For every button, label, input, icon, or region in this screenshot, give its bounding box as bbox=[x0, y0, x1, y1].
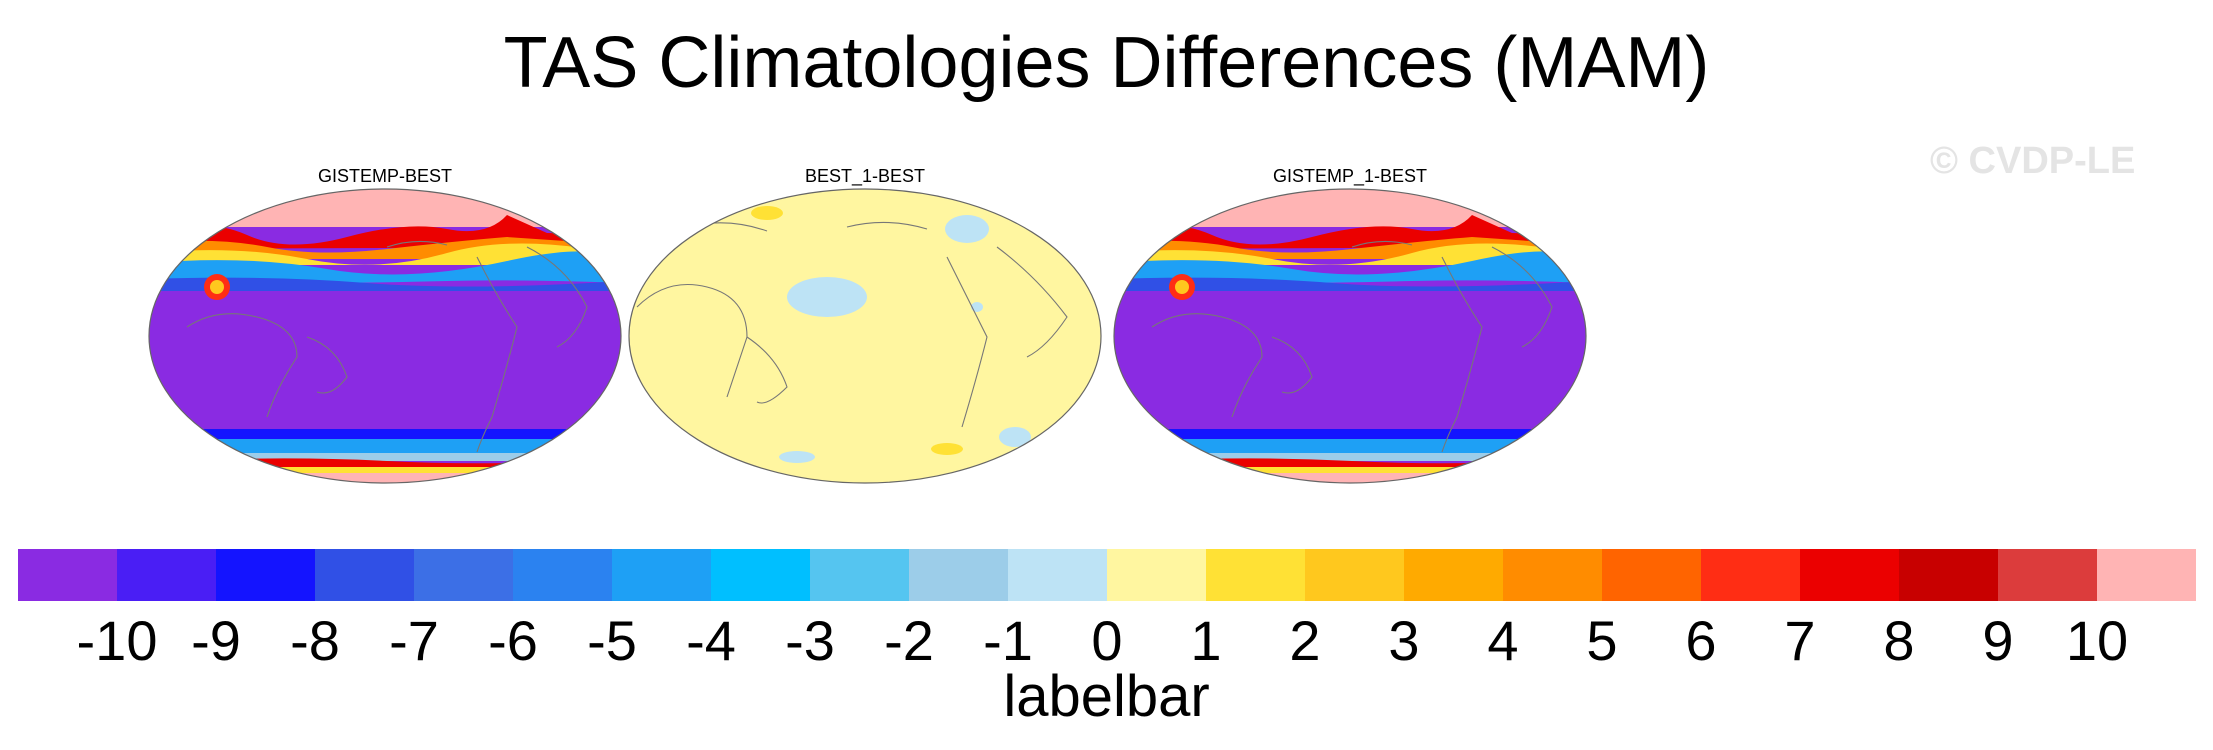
map-3-south-cap bbox=[1114, 473, 1586, 483]
map-2-border bbox=[628, 188, 1102, 484]
map-1-south-blue bbox=[149, 439, 621, 455]
colorbar-tick-label: 10 bbox=[2065, 609, 2129, 672]
colorbar-tick-label: -1 bbox=[983, 609, 1033, 672]
colorbar-label: labelbar bbox=[1003, 664, 1210, 729]
map-1-north-darkblue bbox=[149, 277, 621, 291]
map-panel-2: BEST_1-BEST bbox=[627, 165, 1103, 485]
colorbar-box bbox=[1008, 549, 1108, 601]
colorbar-tick-label: 5 bbox=[1586, 609, 1618, 672]
map-3-north-blue bbox=[1114, 251, 1586, 283]
map-2-coastlines bbox=[636, 221, 1068, 428]
colorbar-box bbox=[1206, 549, 1306, 601]
map-panel-3: GISTEMP_1-BEST bbox=[1112, 165, 1588, 485]
map-1-south-yellow bbox=[149, 467, 621, 473]
map-1-north-yellow bbox=[149, 243, 621, 265]
colorbar bbox=[18, 549, 2196, 601]
map-3-north-yellow bbox=[1114, 243, 1586, 265]
colorbar-tick-label: 1 bbox=[1190, 609, 1222, 672]
colorbar-tick-label: 3 bbox=[1388, 609, 1420, 672]
map-3-coastlines bbox=[1151, 240, 1553, 453]
colorbar-box bbox=[1107, 549, 1207, 601]
map-3-north-cap bbox=[1114, 189, 1586, 227]
colorbar-box bbox=[711, 549, 811, 601]
colorbar-tick-label: 7 bbox=[1784, 609, 1816, 672]
colorbar-box bbox=[315, 549, 415, 601]
colorbar-box bbox=[1998, 549, 2098, 601]
colorbar-box bbox=[1800, 549, 1900, 601]
map-3-north-darkblue bbox=[1114, 277, 1586, 291]
colorbar-box bbox=[1305, 549, 1405, 601]
map-3-south-yellow bbox=[1114, 467, 1586, 473]
map-1-coastlines bbox=[186, 240, 588, 453]
colorbar-tick-label: 2 bbox=[1289, 609, 1321, 672]
colorbar-tick-label: -4 bbox=[686, 609, 736, 672]
map-3-south-lightblue bbox=[1114, 453, 1586, 461]
colorbar-tick-label: 0 bbox=[1091, 609, 1123, 672]
colorbar-box bbox=[909, 549, 1009, 601]
colorbar-tick-label: -9 bbox=[191, 609, 241, 672]
map-3 bbox=[1113, 188, 1587, 484]
panel-title-3: GISTEMP_1-BEST bbox=[1272, 166, 1428, 186]
watermark-text: © CVDP-LE bbox=[1930, 140, 2136, 182]
map-2 bbox=[628, 188, 1102, 484]
map-3-south-blue bbox=[1114, 439, 1586, 455]
colorbar-tick-label: -2 bbox=[884, 609, 934, 672]
colorbar-tick-label: -6 bbox=[488, 609, 538, 672]
colorbar-box bbox=[414, 549, 514, 601]
colorbar-box bbox=[1503, 549, 1603, 601]
map-1-border bbox=[148, 188, 622, 484]
map-1-south-cap bbox=[149, 473, 621, 483]
map-2-arctic-anomaly bbox=[945, 215, 989, 243]
colorbar-box bbox=[1602, 549, 1702, 601]
colorbar-tick-label: -5 bbox=[587, 609, 637, 672]
colorbar-box bbox=[18, 549, 118, 601]
colorbar-tick-label: 4 bbox=[1487, 609, 1519, 672]
panel-title-1: GISTEMP-BEST bbox=[317, 166, 452, 186]
map-1-north-blue bbox=[149, 251, 621, 283]
panel-title-2: BEST_1-BEST bbox=[804, 166, 926, 186]
colorbar-tick-label: 9 bbox=[1982, 609, 2014, 672]
map-1 bbox=[148, 188, 622, 484]
colorbar-box bbox=[513, 549, 613, 601]
map-panel-1: GISTEMP-BEST bbox=[147, 165, 623, 485]
colorbar-tick-label: -10 bbox=[76, 609, 158, 672]
colorbar-tick-labels: -10 -9 -8 -7 -6 -5 -4 -3 -2 -1 0 1 2 3 4 5 6 7 8 9 10 bbox=[0, 608, 2213, 678]
colorbar-box bbox=[117, 549, 217, 601]
map-1-south-lightblue bbox=[149, 453, 621, 461]
colorbar-box bbox=[1899, 549, 1999, 601]
map-1-south-darkblue bbox=[149, 429, 621, 439]
map-3-south-darkblue bbox=[1114, 429, 1586, 439]
colorbar-tick-label: 8 bbox=[1883, 609, 1915, 672]
colorbar-tick-label: -3 bbox=[785, 609, 835, 672]
colorbar-tick-label: -8 bbox=[290, 609, 340, 672]
colorbar-tick-label: 6 bbox=[1685, 609, 1717, 672]
colorbar-box bbox=[1404, 549, 1504, 601]
colorbar-box bbox=[216, 549, 316, 601]
figure-title: TAS Climatologies Differences (MAM) bbox=[503, 23, 1710, 103]
map-2-southatl-anomaly bbox=[999, 427, 1031, 447]
colorbar-box bbox=[612, 549, 712, 601]
colorbar-box bbox=[810, 549, 910, 601]
colorbar-box bbox=[2097, 549, 2196, 601]
map-2-pacific-anomaly bbox=[787, 277, 867, 317]
map-3-border bbox=[1113, 188, 1587, 484]
map-1-north-cap bbox=[149, 189, 621, 227]
colorbar-box bbox=[1701, 549, 1801, 601]
colorbar-tick-label: -7 bbox=[389, 609, 439, 672]
